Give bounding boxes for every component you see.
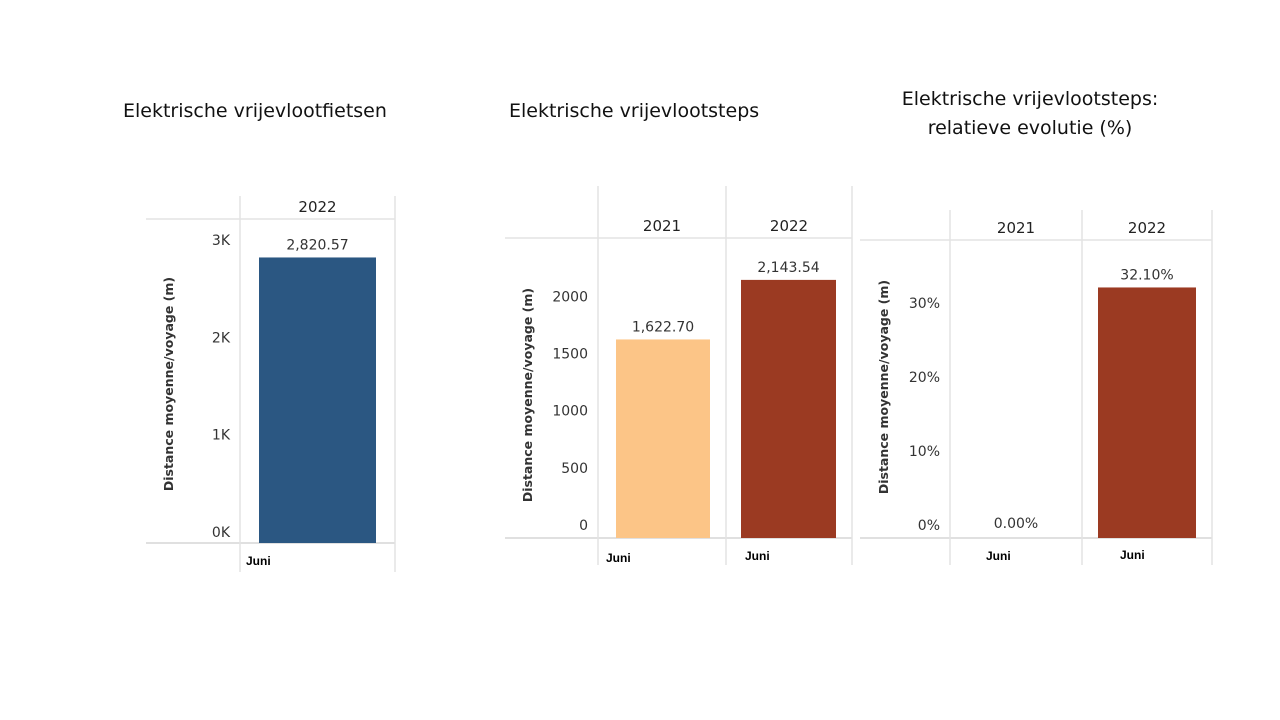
chart2-bar-0	[616, 339, 710, 538]
chart1-col-header-0: 2022	[298, 198, 336, 216]
chart1-data-label-0: 2,820.57	[286, 237, 348, 253]
chart2-ytick-3: 1500	[552, 346, 588, 362]
chart3-col-header-0: 2021	[997, 219, 1035, 237]
chart1-ylabel: Distance moyenne/voyage (m)	[161, 277, 176, 491]
chart3-title: Elektrische vrijevlootsteps: relatieve e…	[901, 88, 1159, 139]
chart3-xcat-0: Juni	[986, 549, 1011, 563]
chart2-ytick-2: 1000	[552, 404, 588, 420]
chart1-ytick-2: 2K	[212, 330, 231, 346]
chart1-bar-0	[259, 257, 376, 543]
chart2-ytick-1: 500	[561, 461, 588, 477]
chart2-ytick-4: 2000	[552, 289, 588, 305]
chart2-data-label-0: 1,622.70	[632, 319, 694, 335]
chart1-title: Elektrische vrijevlootfietsen	[123, 100, 387, 122]
chart3-xcat-1: Juni	[1120, 548, 1145, 562]
chart3-data-label-0: 0.00%	[994, 516, 1038, 532]
chart1-ytick-3: 3K	[212, 233, 231, 249]
chart2-col-header-1: 2022	[770, 217, 808, 235]
chart2-ylabel: Distance moyenne/voyage (m)	[520, 288, 535, 502]
chart2-xcat-1: Juni	[745, 549, 770, 563]
chart1-ytick-1: 1K	[212, 428, 231, 444]
chart3-col-header-1: 2022	[1128, 219, 1166, 237]
chart3-ytick-3: 30%	[909, 296, 940, 312]
chart2-col-header-0: 2021	[643, 217, 681, 235]
chart3-ytick-1: 10%	[909, 444, 940, 460]
chart3-data-label-1: 32.10%	[1120, 267, 1173, 283]
chart2-data-label-1: 2,143.54	[757, 260, 819, 276]
chart3-bar-1	[1098, 287, 1196, 538]
chart3-ylabel: Distance moyenne/voyage (m)	[876, 280, 891, 494]
chart3-ytick-0: 0%	[918, 518, 940, 534]
chart1-ytick-0: 0K	[212, 525, 231, 541]
chart2-ytick-0: 0	[579, 518, 588, 534]
chart1-xcat-0: Juni	[246, 554, 271, 568]
chart2-xcat-0: Juni	[606, 551, 631, 565]
chart2-bar-1	[741, 279, 836, 538]
chart3-ytick-2: 20%	[909, 370, 940, 386]
chart2-title: Elektrische vrijevlootsteps	[509, 100, 760, 122]
